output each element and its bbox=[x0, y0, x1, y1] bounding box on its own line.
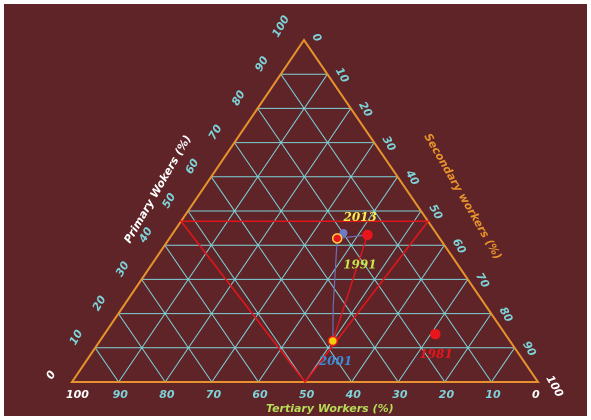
point-marker-blue bbox=[339, 228, 348, 237]
bottom-tick-30: 30 bbox=[392, 388, 408, 401]
grid-line-tertiary-60 bbox=[351, 244, 445, 383]
grid-line-tertiary-80 bbox=[444, 313, 492, 383]
left-tick-60: 60 bbox=[183, 156, 202, 176]
bottom-tick-70: 70 bbox=[206, 388, 222, 401]
grid-line-tertiary-50 bbox=[304, 210, 422, 383]
left-tick-90: 90 bbox=[252, 54, 271, 74]
point-label-1991: 1991 bbox=[343, 257, 376, 271]
point-2013 bbox=[362, 229, 373, 241]
bottom-tick-40: 40 bbox=[345, 388, 362, 401]
grid-line-secondary-80 bbox=[117, 313, 166, 383]
grid-line-secondary-70 bbox=[141, 279, 213, 383]
right-tick-60: 60 bbox=[450, 236, 469, 256]
bottom-tick-20: 20 bbox=[439, 388, 455, 401]
grid-line-tertiary-90 bbox=[490, 347, 516, 383]
right-tick-30: 30 bbox=[380, 134, 399, 154]
right-tick-50: 50 bbox=[426, 202, 445, 222]
right-tick-100: 100 bbox=[543, 373, 566, 400]
grid-line-secondary-90 bbox=[94, 347, 120, 383]
left-tick-70: 70 bbox=[206, 122, 225, 142]
right-tick-90: 90 bbox=[520, 339, 539, 359]
grid-line-secondary-60 bbox=[164, 244, 259, 383]
grid-line-secondary-30 bbox=[233, 142, 399, 383]
connector-2013-2001 bbox=[332, 234, 369, 342]
highlight-triangle bbox=[179, 220, 430, 384]
point-1991 bbox=[331, 233, 343, 244]
bottom-tick-10: 10 bbox=[485, 388, 501, 401]
bottom-tick-60: 60 bbox=[252, 388, 268, 401]
right-tick-10: 10 bbox=[333, 65, 352, 85]
right-tick-0: 0 bbox=[309, 31, 324, 44]
bottom-tick-0: 0 bbox=[532, 388, 540, 401]
right-tick-80: 80 bbox=[497, 305, 516, 325]
left-axis-title: Primary Wokers (%) bbox=[121, 133, 194, 246]
bottom-tick-80: 80 bbox=[159, 388, 175, 401]
right-tick-40: 40 bbox=[403, 167, 423, 188]
left-tick-20: 20 bbox=[90, 293, 109, 313]
point-label-2001: 2001 bbox=[318, 354, 352, 368]
point-1981 bbox=[430, 328, 441, 340]
grid-line-secondary-10 bbox=[280, 73, 492, 383]
point-label-1981: 1981 bbox=[419, 347, 452, 361]
grid-line-tertiary-30 bbox=[211, 142, 375, 383]
left-tick-30: 30 bbox=[113, 259, 132, 279]
left-tick-10: 10 bbox=[67, 327, 86, 347]
left-tick-100: 100 bbox=[269, 13, 292, 40]
connector-trail bbox=[332, 234, 368, 341]
chart-frame: 1981 1991 2001 2013 100 90 80 70 60 50 40 30 20 10 0 0 1… bbox=[4, 4, 587, 416]
grid-line-tertiary-10 bbox=[118, 73, 328, 383]
bottom-tick-100: 100 bbox=[66, 388, 89, 401]
point-2001 bbox=[327, 335, 339, 347]
left-tick-80: 80 bbox=[229, 88, 248, 108]
grid-line-secondary-50 bbox=[187, 210, 306, 383]
right-tick-70: 70 bbox=[473, 270, 492, 290]
bottom-axis-title: Tertiary Workers (%) bbox=[266, 402, 394, 415]
bottom-tick-90: 90 bbox=[113, 388, 129, 401]
right-tick-20: 20 bbox=[356, 99, 375, 119]
bottom-tick-50: 50 bbox=[299, 388, 315, 401]
point-label-2013: 2013 bbox=[342, 210, 376, 224]
left-tick-0: 0 bbox=[43, 368, 58, 381]
